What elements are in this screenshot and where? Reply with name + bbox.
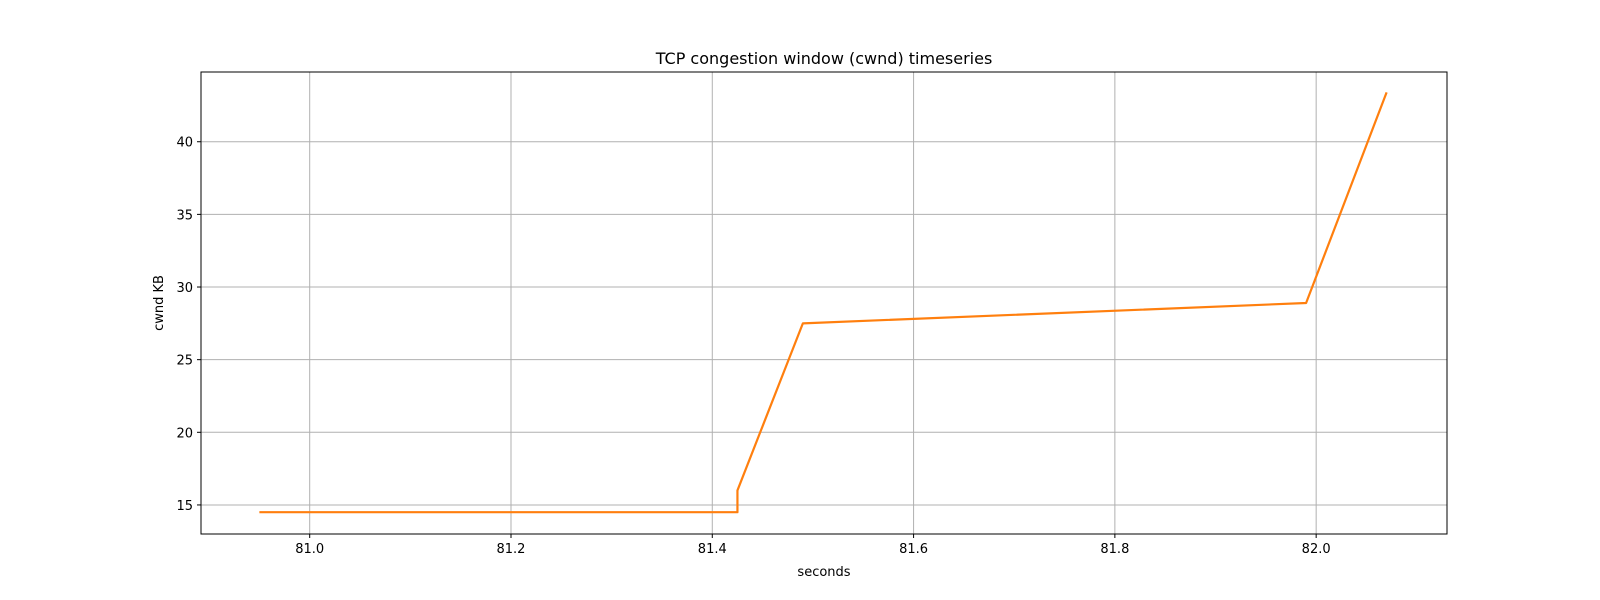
- y-axis-title: cwnd KB: [152, 275, 167, 331]
- x-tick-label: 81.2: [497, 542, 526, 557]
- grid: [201, 72, 1447, 534]
- x-tick-label: 82.0: [1302, 542, 1331, 557]
- x-tick-label: 81.6: [899, 542, 928, 557]
- y-tick-label: 20: [176, 426, 193, 441]
- series-layer: [259, 91, 1388, 514]
- ticks: 81.0 81.2 81.4 81.6 81.8 82.0 15 20 25 30 35 40: [176, 136, 1330, 557]
- cwnd-series-line: [259, 91, 1388, 514]
- y-tick-label: 25: [176, 354, 193, 369]
- y-tick-label: 15: [176, 499, 193, 514]
- plot-frame: [200, 71, 1448, 535]
- y-tick-label: 35: [176, 208, 193, 223]
- x-axis-title: seconds: [797, 565, 850, 580]
- x-tick-label: 81.4: [698, 542, 727, 557]
- chart-title: TCP congestion window (cwnd) timeseries: [655, 49, 993, 68]
- x-tick-label: 81.0: [295, 542, 324, 557]
- x-tick-label: 81.8: [1100, 542, 1129, 557]
- y-tick-label: 30: [176, 281, 193, 296]
- y-tick-label: 40: [176, 136, 193, 151]
